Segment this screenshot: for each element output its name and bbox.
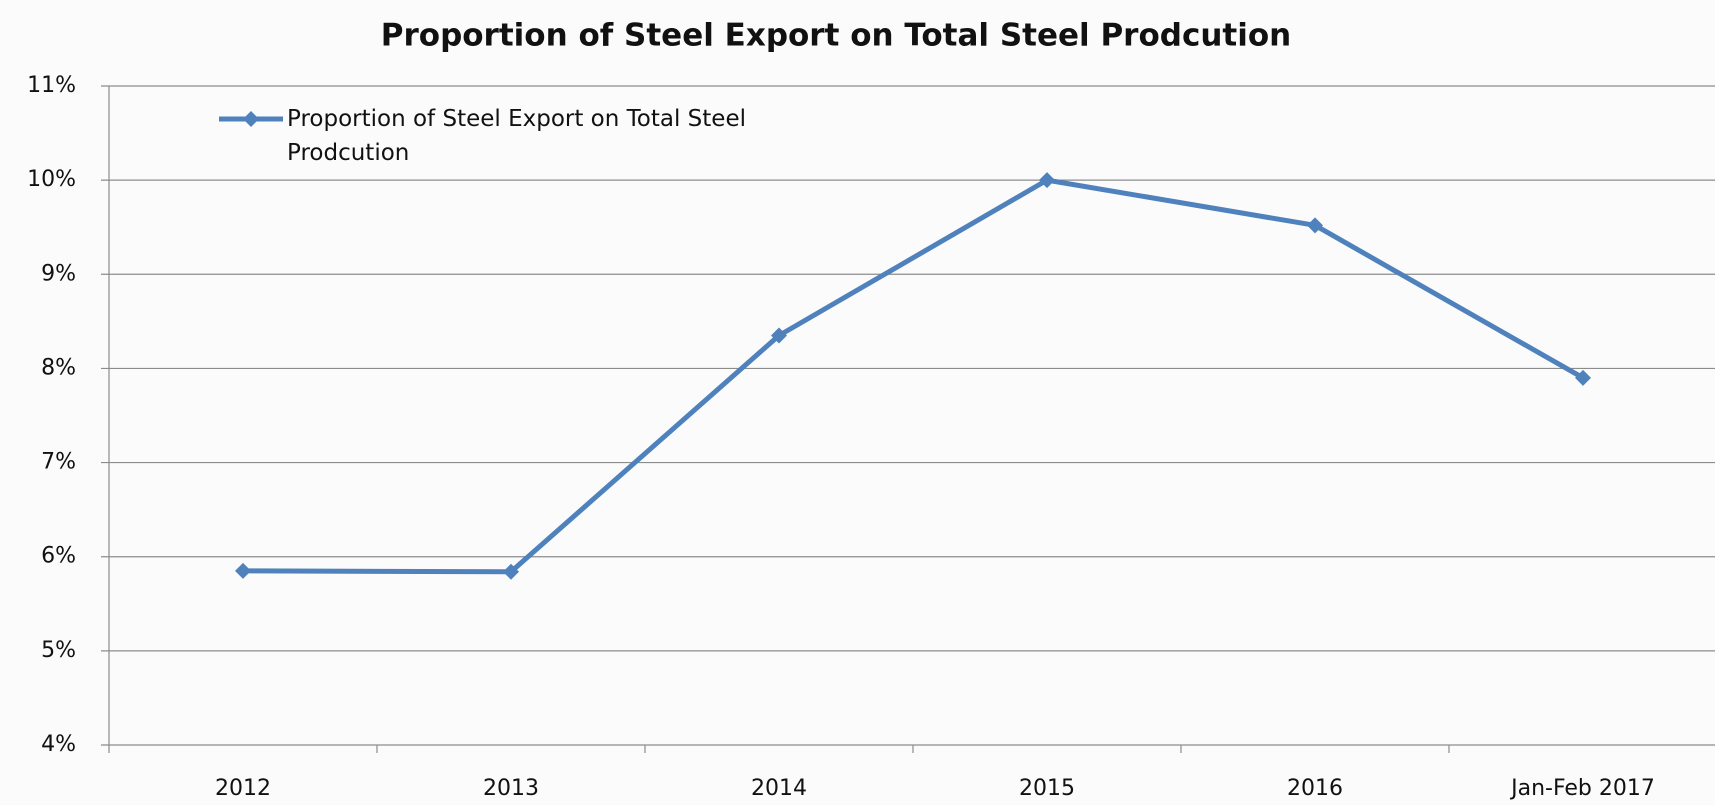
y-tick-label: 6% (41, 544, 76, 569)
y-tick-label: 4% (41, 732, 76, 757)
x-tick-label: 2013 (483, 776, 539, 801)
marker (1307, 217, 1323, 234)
marker (503, 563, 519, 580)
x-tick-label: 2012 (215, 776, 271, 801)
x-tick-label: Jan-Feb 2017 (1509, 776, 1655, 801)
y-tick-label: 10% (27, 167, 76, 192)
x-tick-label: 2015 (1019, 776, 1075, 801)
marker (235, 562, 251, 579)
y-tick-label: 8% (41, 355, 76, 380)
marker (771, 327, 787, 344)
y-tick-label: 9% (41, 261, 76, 286)
y-tick-label: 5% (41, 638, 76, 663)
chart-title: Proportion of Steel Export on Total Stee… (381, 18, 1291, 54)
x-tick-label: 2014 (751, 776, 807, 801)
legend-label: Proportion of Steel Export on Total Stee… (287, 106, 746, 166)
y-tick-label: 7% (41, 450, 76, 475)
series-line (242, 177, 1585, 575)
y-tick-label: 11% (27, 73, 76, 98)
legend-marker (243, 111, 259, 127)
marker (1039, 172, 1055, 189)
marker (1575, 369, 1591, 386)
x-tick-label: 2016 (1287, 776, 1343, 801)
